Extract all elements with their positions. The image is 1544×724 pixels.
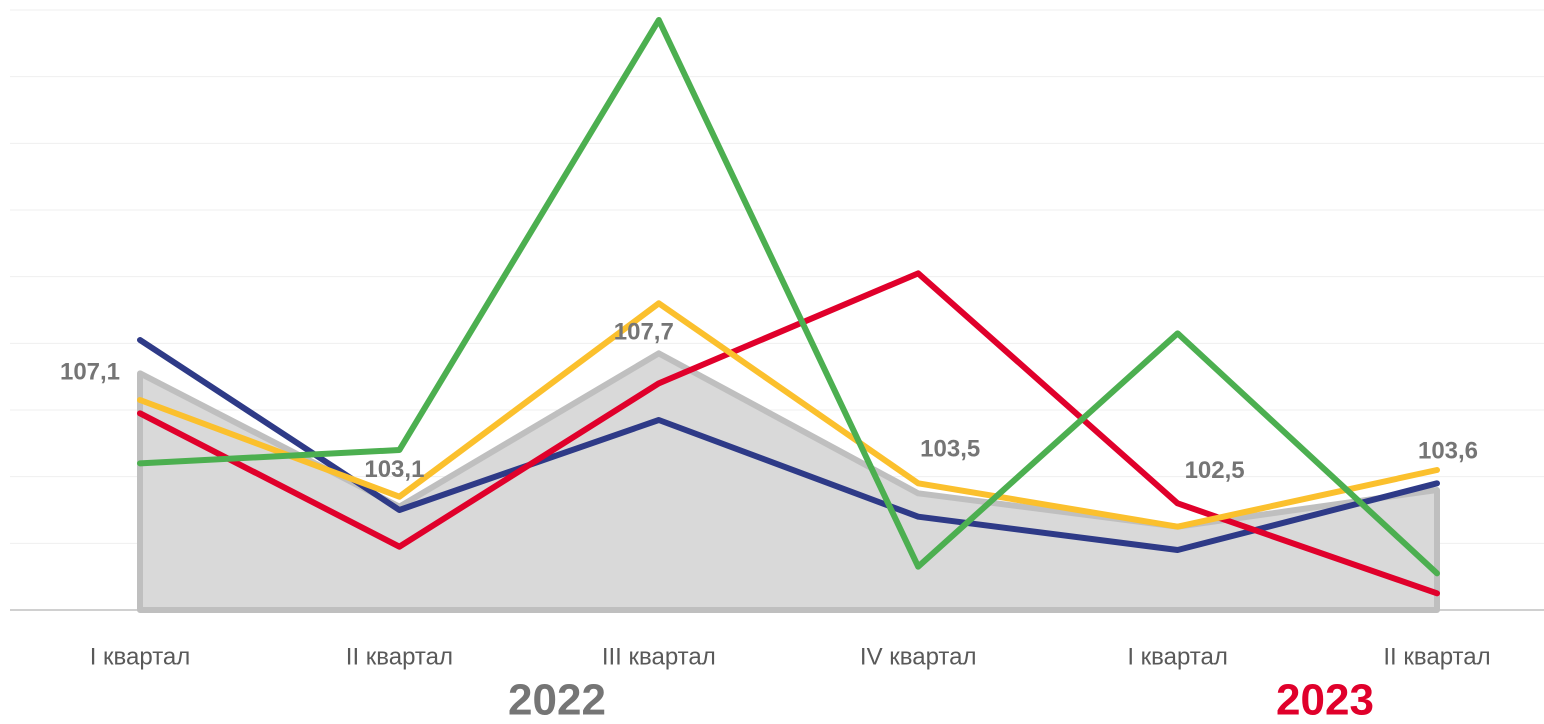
data-label: 103,1: [364, 456, 424, 483]
line: [137, 17, 1440, 577]
data-label: 103,6: [1418, 437, 1478, 464]
data-label: 103,5: [920, 436, 980, 463]
line: [137, 300, 1440, 530]
x-tick-label: I квартал: [1127, 643, 1228, 670]
year-label: 2022: [508, 676, 606, 724]
x-tick-label: IV квартал: [860, 643, 977, 670]
x-tick-label: II квартал: [346, 643, 453, 670]
data-label: 107,1: [60, 359, 120, 386]
data-label: 102,5: [1185, 457, 1245, 484]
x-tick-label: I квартал: [90, 643, 191, 670]
x-tick-label: III квартал: [602, 643, 716, 670]
data-label: 107,7: [614, 319, 674, 346]
x-tick-label: II квартал: [1383, 643, 1490, 670]
year-label: 2023: [1276, 676, 1374, 724]
